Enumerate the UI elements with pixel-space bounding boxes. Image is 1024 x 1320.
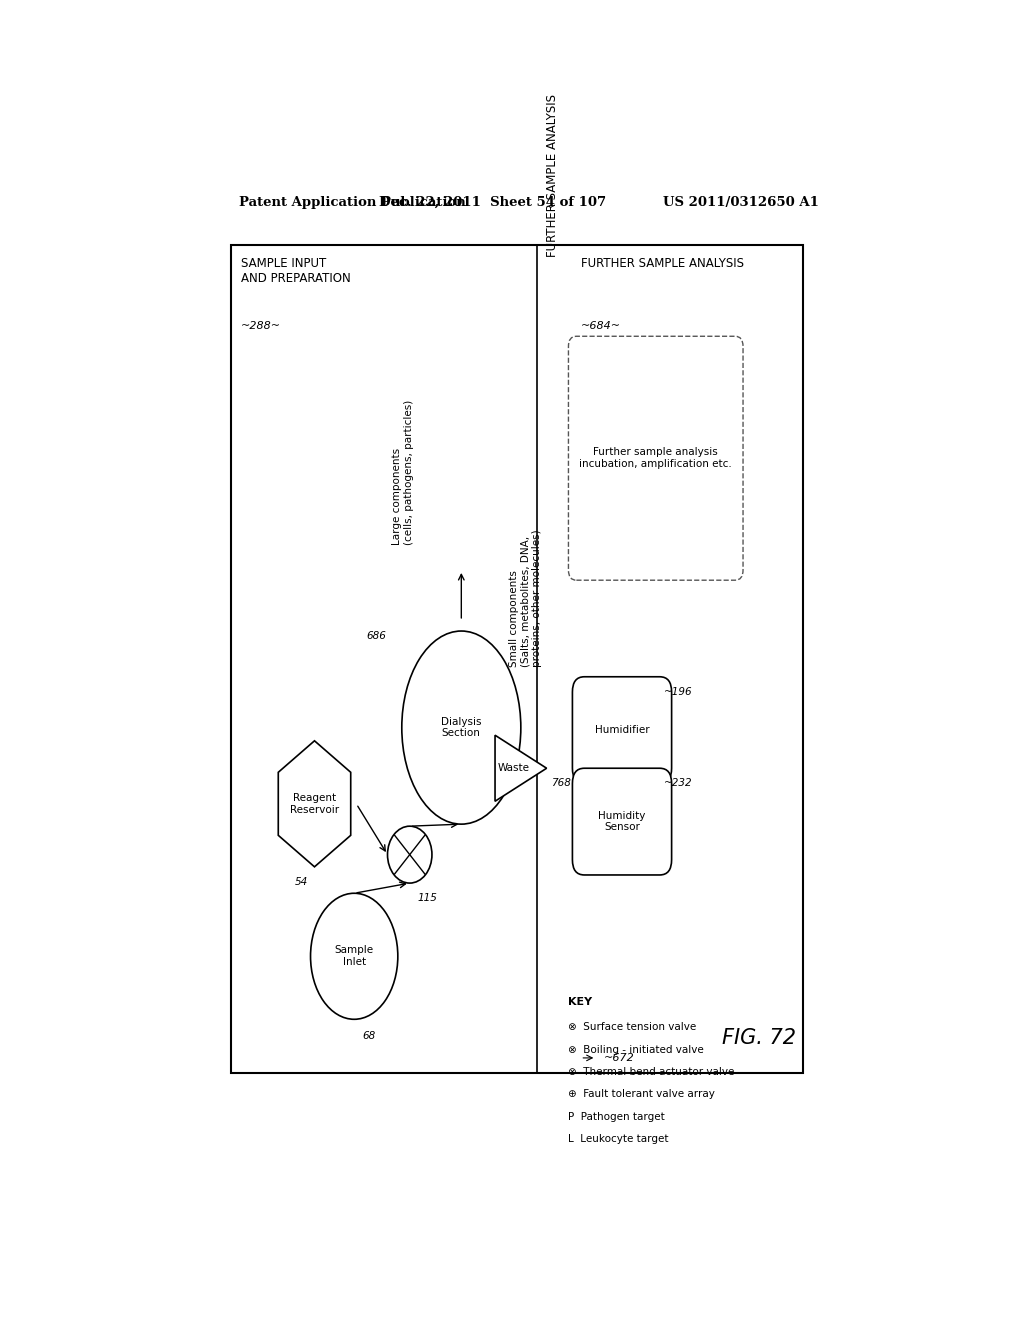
Text: SAMPLE INPUT
AND PREPARATION: SAMPLE INPUT AND PREPARATION xyxy=(241,257,350,285)
Circle shape xyxy=(387,826,432,883)
Text: US 2011/0312650 A1: US 2011/0312650 A1 xyxy=(663,195,818,209)
Text: P  Pathogen target: P Pathogen target xyxy=(568,1111,666,1122)
Text: ⊕  Fault tolerant valve array: ⊕ Fault tolerant valve array xyxy=(568,1089,716,1100)
Text: FURTHER SAMPLE ANALYSIS: FURTHER SAMPLE ANALYSIS xyxy=(581,257,743,271)
Text: ~672: ~672 xyxy=(604,1053,635,1063)
Text: Large components
(cells, pathogens, particles): Large components (cells, pathogens, part… xyxy=(392,400,414,545)
Text: Waste: Waste xyxy=(498,763,529,774)
Text: ⊗  Surface tension valve: ⊗ Surface tension valve xyxy=(568,1022,696,1032)
Text: Dialysis
Section: Dialysis Section xyxy=(441,717,481,738)
Text: FURTHER SAMPLE ANALYSIS: FURTHER SAMPLE ANALYSIS xyxy=(547,94,559,257)
Text: 68: 68 xyxy=(362,1031,376,1041)
Text: Dec. 22, 2011  Sheet 54 of 107: Dec. 22, 2011 Sheet 54 of 107 xyxy=(380,195,606,209)
Text: Humidity
Sensor: Humidity Sensor xyxy=(598,810,646,833)
Polygon shape xyxy=(279,741,350,867)
Text: Further sample analysis
incubation, amplification etc.: Further sample analysis incubation, ampl… xyxy=(580,447,732,469)
Text: ~288~: ~288~ xyxy=(241,321,281,331)
Ellipse shape xyxy=(401,631,521,824)
Text: Reagent
Reservoir: Reagent Reservoir xyxy=(290,793,339,814)
Text: Patent Application Publication: Patent Application Publication xyxy=(240,195,466,209)
Text: Small components
(Salts, metabolites, DNA,
proteins, other molecules): Small components (Salts, metabolites, DN… xyxy=(509,529,542,667)
Text: 115: 115 xyxy=(418,894,437,903)
Text: 768: 768 xyxy=(551,779,570,788)
Text: 54: 54 xyxy=(295,876,308,887)
Text: Humidifier: Humidifier xyxy=(595,725,649,735)
Polygon shape xyxy=(495,735,547,801)
Text: ~232: ~232 xyxy=(664,779,692,788)
Text: ⊗  Boiling - initiated valve: ⊗ Boiling - initiated valve xyxy=(568,1044,705,1055)
Text: ~684~: ~684~ xyxy=(581,321,621,331)
Text: ~196: ~196 xyxy=(664,686,692,697)
Text: ⊗  Thermal bend actuator valve: ⊗ Thermal bend actuator valve xyxy=(568,1067,735,1077)
Ellipse shape xyxy=(310,894,397,1019)
Text: FIG. 72: FIG. 72 xyxy=(722,1027,796,1048)
FancyBboxPatch shape xyxy=(568,337,743,581)
Text: 686: 686 xyxy=(366,631,386,642)
FancyBboxPatch shape xyxy=(231,244,803,1073)
FancyBboxPatch shape xyxy=(572,677,672,784)
Text: Sample
Inlet: Sample Inlet xyxy=(335,945,374,968)
FancyBboxPatch shape xyxy=(572,768,672,875)
Text: KEY: KEY xyxy=(568,997,593,1007)
Text: L  Leukocyte target: L Leukocyte target xyxy=(568,1134,669,1144)
